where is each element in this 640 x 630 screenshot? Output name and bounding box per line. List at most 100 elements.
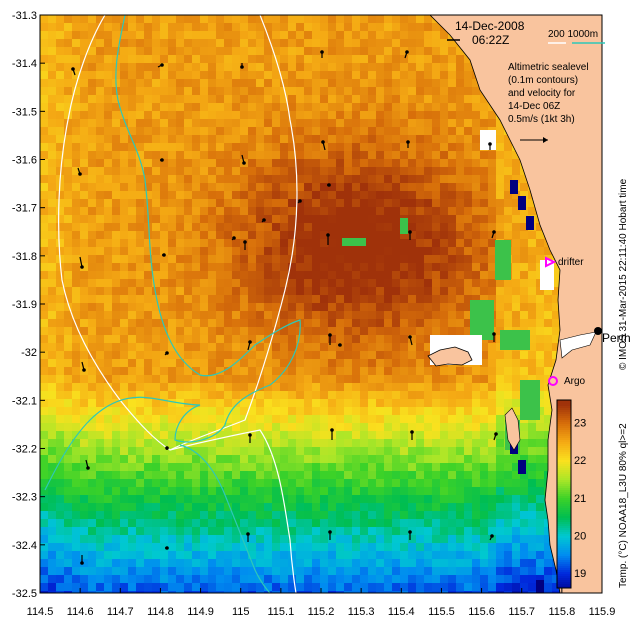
colorbar-segment: [557, 488, 571, 491]
x-tick-label: 114.7: [107, 606, 134, 618]
velocity-arrow-head: [405, 50, 409, 54]
colorbar-segment: [557, 432, 571, 435]
colorbar-frame: [556, 399, 572, 589]
y-tick-label: -31.4: [12, 58, 37, 70]
colorbar-segment: [557, 568, 571, 571]
velocity-arrow-head: [80, 265, 84, 269]
x-tick-label: 115: [232, 606, 250, 618]
velocity-arrow-head: [242, 161, 246, 165]
velocity-arrow-head: [327, 183, 331, 187]
colorbar-segment: [557, 464, 571, 467]
colorbar-segment: [557, 448, 571, 451]
argo-marker: [548, 376, 558, 386]
y-tick-label: -32.2: [12, 444, 37, 456]
colorbar-segment: [557, 492, 571, 495]
colorbar-segment: [557, 520, 571, 523]
x-tick-label: 115.5: [428, 606, 455, 618]
colorbar-segment: [557, 504, 571, 507]
colorbar-segment: [557, 534, 571, 537]
colorbar-segment: [557, 438, 571, 441]
colorbar-segment: [557, 466, 571, 469]
velocity-arrow-head: [408, 230, 412, 234]
colorbar-segment: [557, 486, 571, 489]
colorbar-segment: [557, 414, 571, 417]
velocity-arrow-head: [248, 340, 252, 344]
credit-label: © IMOS 31-Mar-2015 22:11:40 Hobart time: [618, 178, 629, 370]
colorbar-segment: [557, 468, 571, 471]
velocity-arrow-head: [232, 236, 236, 240]
colorbar-tick-label: 22: [574, 455, 586, 467]
colorbar-segment: [557, 410, 571, 413]
colorbar-segment: [557, 522, 571, 525]
colorbar-segment: [557, 402, 571, 405]
colorbar-segment: [557, 408, 571, 411]
y-tick-label: -31.3: [12, 10, 37, 22]
velocity-arrow-head: [410, 430, 414, 434]
colorbar-segment: [557, 580, 571, 583]
rottnest-island: [427, 346, 473, 367]
colorbar-segment: [557, 452, 571, 455]
colorbar-segment: [557, 544, 571, 547]
velocity-arrow-head: [78, 172, 82, 176]
velocity-arrow-head: [494, 432, 498, 436]
velocity-arrow-head: [321, 140, 325, 144]
velocity-arrow-head: [82, 368, 86, 372]
y-tick-label: -31.7: [12, 203, 37, 215]
colorbar-segment: [557, 514, 571, 517]
velocity-arrow-head: [408, 335, 412, 339]
x-tick-label: 115.9: [589, 606, 616, 618]
velocity-arrow-head: [165, 446, 169, 450]
velocity-arrow-head: [71, 67, 75, 71]
x-tick-label: 115.7: [508, 606, 535, 618]
colorbar-segment: [557, 498, 571, 501]
velocity-arrow-head: [488, 142, 492, 146]
colorbar-segment: [557, 528, 571, 531]
colorbar-segment: [557, 472, 571, 475]
colorbar-segment: [557, 536, 571, 539]
colorbar-tick-label: 21: [574, 493, 586, 505]
y-tick-label: -32: [21, 347, 37, 359]
x-tick-label: 115.2: [308, 606, 335, 618]
colorbar-segment: [557, 416, 571, 419]
colorbar-segment: [557, 460, 571, 463]
colorbar-segment: [557, 444, 571, 447]
colorbar-segment: [557, 476, 571, 479]
colorbar-segment: [557, 540, 571, 543]
y-tick-label: -31.5: [12, 106, 37, 118]
colorbar-segment: [557, 480, 571, 483]
colorbar-segment: [557, 404, 571, 407]
velocity-arrow-head: [408, 530, 412, 534]
colorbar-segment: [557, 566, 571, 569]
colorbar-segment: [557, 496, 571, 499]
velocity-arrow-head: [490, 534, 494, 538]
annotation-line-2: and velocity for: [508, 88, 576, 99]
x-tick-label: 114.9: [187, 606, 214, 618]
colorbar-segment: [557, 560, 571, 563]
time-label: 06:22Z: [472, 33, 509, 47]
colorbar-segment: [557, 532, 571, 535]
x-tick-label: 115.6: [468, 606, 495, 618]
x-tick-label: 114.6: [67, 606, 94, 618]
colorbar-segment: [557, 462, 571, 465]
garden-island: [504, 407, 521, 451]
colorbar-segment: [557, 570, 571, 573]
colorbar-segment: [557, 456, 571, 459]
velocity-arrow-head: [160, 63, 164, 67]
colorbar-segment: [557, 458, 571, 461]
x-tick-label: 114.8: [147, 606, 174, 618]
velocity-arrow-head: [243, 240, 247, 244]
x-tick-label: 115.1: [267, 606, 294, 618]
x-tick-label: 115.4: [388, 606, 415, 618]
velocity-arrow-head: [330, 428, 334, 432]
colorbar-segment: [557, 412, 571, 415]
colorbar-segment: [557, 572, 571, 575]
colorbar-segment: [557, 428, 571, 431]
colorbar-segment: [557, 516, 571, 519]
perth-marker: [594, 327, 602, 335]
annotation-line-1: (0.1m contours): [508, 75, 578, 86]
velocity-arrow-head: [86, 466, 90, 470]
colorbar-segment: [557, 548, 571, 551]
colorbar: 19 20 21 22 23: [556, 399, 586, 589]
velocity-arrow-head: [298, 199, 302, 203]
velocity-arrow-head: [326, 233, 330, 237]
